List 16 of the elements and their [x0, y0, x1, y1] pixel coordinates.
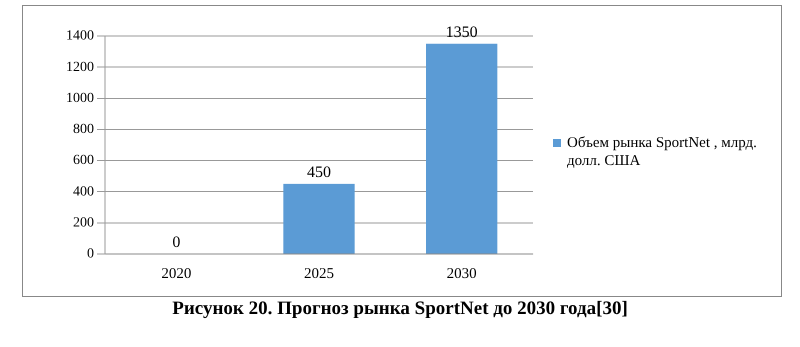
- x-tick-label: 2025: [304, 266, 334, 282]
- y-tick-label: 800: [73, 122, 94, 138]
- y-tick-label: 200: [73, 216, 94, 231]
- data-label: 450: [307, 164, 331, 182]
- text: Рисунок 20. Прогноз рынка SportNet до 2030 года[30]: [171, 298, 629, 320]
- y-tick-label: 600: [73, 153, 94, 168]
- x-tick-label: 2030: [446, 266, 477, 282]
- y-tick-label: 0: [87, 246, 94, 262]
- y-tick-label: 1400: [66, 28, 94, 44]
- data-label: 1350: [446, 24, 478, 41]
- data-label: 0: [172, 234, 180, 252]
- legend-label: Объем рынка SportNet , млрд. долл. США: [567, 135, 757, 169]
- y-tick-label: 400: [73, 184, 94, 200]
- x-tick-label: 2020: [161, 266, 192, 282]
- y-tick-label: 1200: [66, 60, 94, 75]
- y-tick-label: 1000: [66, 90, 94, 106]
